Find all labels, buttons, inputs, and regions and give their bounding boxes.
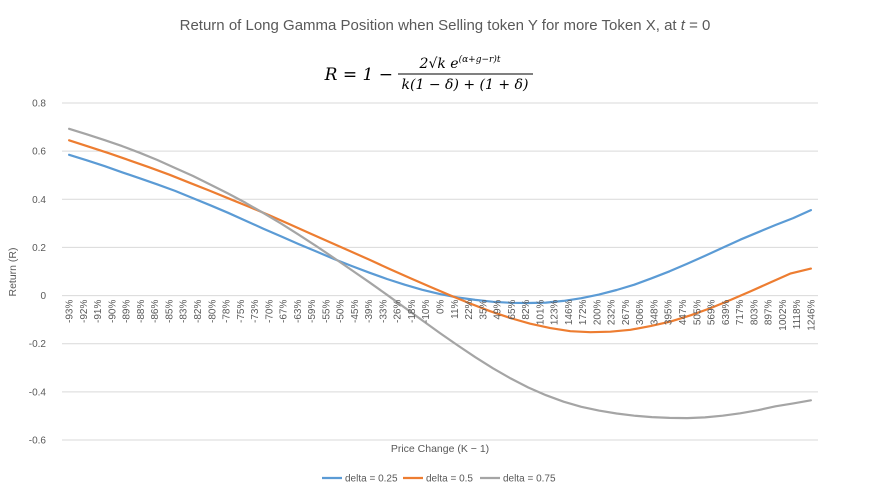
y-tick-label: 0.6 [32, 147, 46, 158]
x-tick-label: 232% [607, 299, 618, 325]
series-line-delta-0-25 [67, 153, 813, 305]
x-tick-label: 306% [635, 299, 646, 325]
x-tick-label: 803% [749, 299, 760, 325]
x-tick-label: -78% [222, 300, 233, 323]
x-tick-label: -82% [193, 300, 204, 323]
x-tick-label: 348% [650, 299, 661, 325]
x-tick-label: 35% [478, 299, 489, 319]
y-tick-label: 0.2 [32, 243, 46, 254]
series-line-delta-0-75 [67, 127, 813, 420]
x-tick-label: -85% [165, 300, 176, 323]
x-tick-label: -80% [207, 300, 218, 323]
y-axis-label: Return (R) [7, 247, 19, 296]
series-line-delta-0-5 [67, 139, 813, 334]
x-tick-label: 717% [735, 299, 746, 325]
x-tick-label: -50% [336, 300, 347, 323]
x-tick-label: -88% [136, 300, 147, 323]
x-tick-label: 0% [436, 299, 447, 314]
x-tick-label: 49% [493, 299, 504, 319]
y-tick-label: -0.6 [29, 436, 47, 447]
x-tick-label: 897% [764, 299, 775, 325]
x-tick-label: 505% [692, 299, 703, 325]
x-tick-label: -73% [250, 300, 261, 323]
x-tick-label: 123% [550, 299, 561, 325]
y-tick-label: 0.8 [32, 99, 46, 110]
x-tick-label: 65% [507, 299, 518, 319]
gridlines [62, 102, 818, 441]
x-tick-label: 82% [521, 299, 532, 319]
chart-title: Return of Long Gamma Position when Selli… [180, 17, 711, 34]
y-tick-label: 0 [40, 291, 46, 302]
x-tick-label: -39% [364, 300, 375, 323]
x-tick-label: -33% [378, 300, 389, 323]
x-tick-label: 146% [564, 299, 575, 325]
x-tick-label: -90% [107, 300, 118, 323]
legend: delta = 0.25 delta = 0.5 delta = 0.75 [322, 474, 556, 485]
formula-numerator: 2√k e(α+g−r)t [419, 54, 501, 72]
x-tick-label: -89% [122, 300, 133, 323]
x-tick-label: 569% [707, 299, 718, 325]
x-tick-label: -59% [307, 300, 318, 323]
y-axis-ticks: 0.8 0.6 0.4 0.2 0 -0.2 -0.4 -0.6 [29, 99, 47, 447]
formula-denominator: k(1 − δ) + (1 + δ) [402, 77, 529, 93]
x-tick-label: 267% [621, 299, 632, 325]
x-tick-label: -92% [79, 300, 90, 323]
x-tick-label: 447% [678, 299, 689, 325]
formula-lhs: R = 1 − [324, 65, 393, 85]
series-lines [67, 127, 813, 420]
x-tick-label: 1002% [778, 299, 789, 330]
x-tick-label: -45% [350, 300, 361, 323]
x-tick-label: -75% [236, 300, 247, 323]
x-tick-label: 395% [664, 299, 675, 325]
x-tick-label: -83% [179, 300, 190, 323]
x-axis-label: Price Change (K − 1) [391, 443, 489, 455]
x-tick-label: -93% [65, 300, 76, 323]
x-tick-label: -26% [393, 300, 404, 323]
x-tick-label: -63% [293, 300, 304, 323]
legend-label: delta = 0.25 [345, 474, 398, 485]
legend-label: delta = 0.75 [503, 474, 556, 485]
x-tick-label: -67% [279, 300, 290, 323]
formula: R = 1 − 2√k e(α+g−r)t k(1 − δ) + (1 + δ) [324, 54, 533, 93]
y-tick-label: -0.2 [29, 339, 47, 350]
x-tick-label: -91% [93, 300, 104, 323]
x-tick-label: 1246% [806, 299, 817, 330]
x-tick-label: -55% [321, 300, 332, 323]
x-tick-label: 11% [450, 300, 461, 319]
x-tick-label: 22% [464, 299, 475, 319]
x-tick-label: 639% [721, 299, 732, 325]
legend-label: delta = 0.5 [426, 474, 473, 485]
x-tick-label: 200% [592, 299, 603, 325]
x-tick-label: 1118% [792, 299, 803, 329]
x-tick-label: 101% [535, 299, 546, 325]
x-tick-label: -18% [407, 300, 418, 323]
y-tick-label: 0.4 [32, 195, 46, 206]
x-tick-label: -70% [264, 300, 275, 323]
x-tick-label: 172% [578, 299, 589, 325]
x-tick-label: -86% [150, 300, 161, 323]
x-axis-ticks: -93% -92% -91% -90% -89% -88% -86% -85% -83% -82%… [65, 299, 818, 330]
x-tick-label: -10% [421, 300, 432, 323]
y-tick-label: -0.4 [29, 387, 47, 398]
